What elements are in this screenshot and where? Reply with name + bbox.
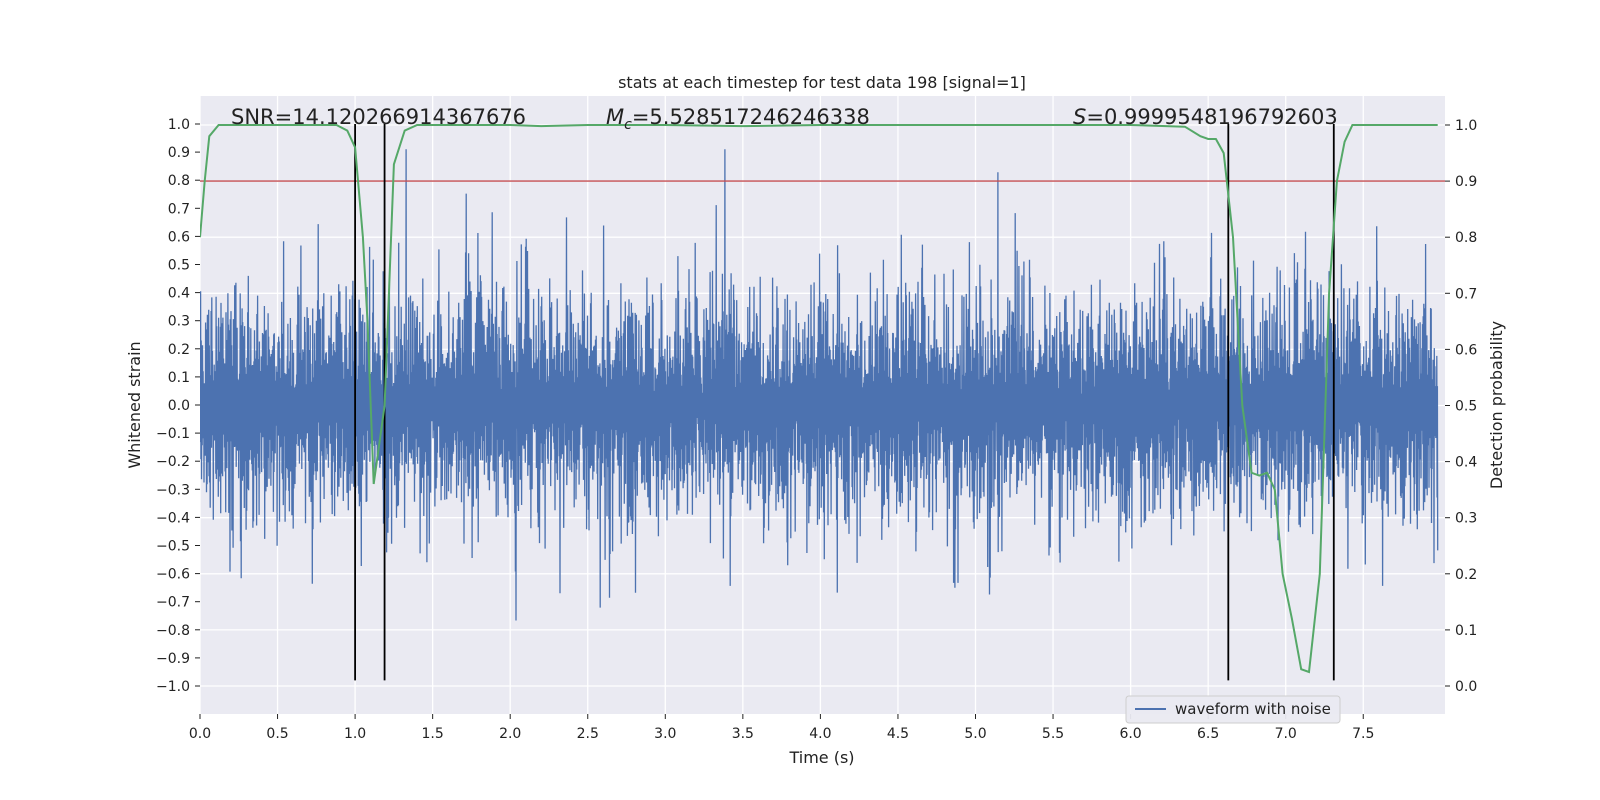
score-value: =0.9999548196792603 [1086, 105, 1337, 129]
x-tick-label: 4.5 [887, 726, 909, 742]
x-tick-label: 0.5 [266, 726, 288, 742]
y-tick-label: 0.5 [168, 258, 190, 274]
legend-label-waveform-with-noise: waveform with noise [1175, 700, 1331, 718]
y2-tick-label: 0.4 [1455, 455, 1477, 471]
y-tick-label: 0.7 [168, 201, 190, 217]
x-tick-label: 6.0 [1119, 726, 1141, 742]
y-tick-label: −0.3 [156, 482, 190, 498]
score-annotation: S=0.9999548196792603 [1073, 105, 1338, 129]
x-tick-label: 2.5 [577, 726, 599, 742]
x-tick-label: 1.0 [344, 726, 366, 742]
x-tick-label: 3.5 [732, 726, 754, 742]
y-axis-label: Whitened strain [125, 341, 144, 468]
y-tick-label: −1.0 [156, 679, 190, 695]
y-tick-label: 1.0 [168, 117, 190, 133]
y2-tick-label: 0.0 [1455, 679, 1477, 695]
y-tick-label: −0.8 [156, 623, 190, 639]
y-tick-label: 0.4 [168, 286, 190, 302]
x-tick-label: 0.0 [189, 726, 211, 742]
y2-tick-label: 0.9 [1455, 174, 1477, 190]
x-tick-label: 7.5 [1352, 726, 1374, 742]
y-tick-label: −0.5 [156, 539, 190, 555]
series-detection-probability [200, 124, 1438, 674]
x-tick-label: 5.5 [1042, 726, 1064, 742]
snr-annotation: SNR=14.120266914367676 [231, 105, 526, 129]
y-tick-label: −0.2 [156, 454, 190, 470]
y2-tick-label: 1.0 [1455, 118, 1477, 134]
x-axis-label: Time (s) [788, 748, 854, 767]
y-tick-label: −0.7 [156, 595, 190, 611]
x-tick-label: 4.0 [809, 726, 831, 742]
y2-tick-label: 0.8 [1455, 230, 1477, 246]
chirp-mass-value: =5.528517246246338 [632, 105, 870, 129]
y-tick-label: −0.4 [156, 510, 190, 526]
y-tick-label: 0.3 [168, 314, 190, 330]
y2-tick-label: 0.6 [1455, 342, 1477, 358]
chirp-mass-annotation: Mc=5.528517246246338 [606, 105, 870, 133]
x-tick-label: 3.0 [654, 726, 676, 742]
chirp-mass-symbol: M [606, 105, 624, 129]
y-tick-label: 0.8 [168, 173, 190, 189]
chart-title: stats at each timestep for test data 198… [618, 73, 1026, 92]
y-tick-label: 0.9 [168, 145, 190, 161]
x-tick-label: 1.5 [422, 726, 444, 742]
x-tick-label: 2.0 [499, 726, 521, 742]
y-tick-label: 0.1 [168, 370, 190, 386]
y-axis-ticks: −1.0 −0.9 −0.8 −0.7 −0.6 −0.5 −0.4 −0.3 −0.2 −0.1… [156, 117, 200, 695]
series-waveform-with-noise [200, 149, 1439, 621]
y2-axis-label: Detection probability [1487, 321, 1506, 489]
x-axis-ticks: 0.0 0.5 1.0 1.5 2.0 2.5 3.0 3.5 4.0 4.5 5.0 5.5 6.0 6… [189, 714, 1374, 742]
y2-axis-ticks: 0.0 0.1 0.2 0.3 0.4 0.5 0.6 0.7 0.8 0.9 1.0 [1445, 118, 1477, 695]
chirp-mass-subscript: c [624, 117, 632, 133]
y-tick-label: 0.0 [168, 398, 190, 414]
legend: waveform with noise [1125, 695, 1341, 724]
x-tick-label: 5.0 [964, 726, 986, 742]
y-tick-label: −0.6 [156, 567, 190, 583]
x-tick-label: 7.0 [1275, 726, 1297, 742]
y2-tick-label: 0.2 [1455, 567, 1477, 583]
y2-tick-label: 0.1 [1455, 623, 1477, 639]
y-tick-label: −0.9 [156, 651, 190, 667]
legend-box [1125, 695, 1341, 724]
y-tick-label: −0.1 [156, 426, 190, 442]
score-symbol: S [1073, 105, 1086, 129]
y2-tick-label: 0.5 [1455, 399, 1477, 415]
y2-tick-label: 0.3 [1455, 511, 1477, 527]
y-tick-label: 0.2 [168, 342, 190, 358]
y2-tick-label: 0.7 [1455, 286, 1477, 302]
x-tick-label: 6.5 [1197, 726, 1219, 742]
y-tick-label: 0.6 [168, 229, 190, 245]
